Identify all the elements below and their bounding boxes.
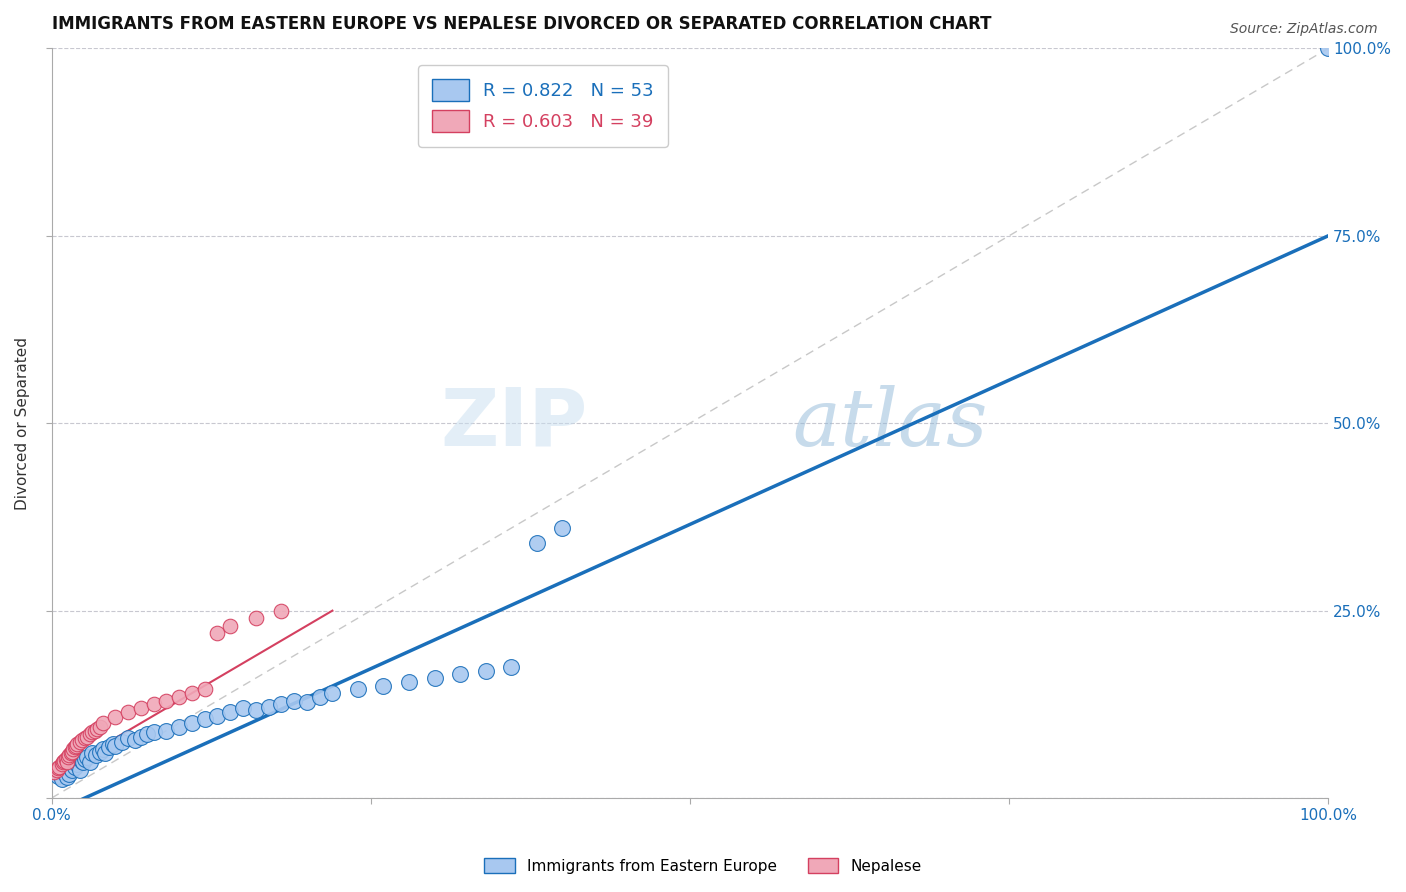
Text: ZIP: ZIP — [440, 384, 588, 462]
Point — [46, 761, 69, 775]
Point — [295, 695, 318, 709]
Point — [45, 763, 67, 777]
Point — [53, 764, 76, 779]
Point — [82, 725, 104, 739]
Point — [501, 660, 523, 674]
Point — [60, 763, 83, 777]
Point — [321, 686, 343, 700]
Point — [551, 521, 574, 535]
Point — [89, 720, 111, 734]
Point — [474, 664, 496, 678]
Point — [219, 618, 242, 632]
Point — [94, 746, 117, 760]
Point — [91, 716, 114, 731]
Point — [207, 626, 229, 640]
Text: Source: ZipAtlas.com: Source: ZipAtlas.com — [1230, 22, 1378, 37]
Point — [155, 693, 177, 707]
Point — [84, 747, 107, 762]
Point — [84, 723, 107, 738]
Point — [82, 746, 104, 760]
Point — [283, 693, 305, 707]
Point — [58, 767, 80, 781]
Point — [52, 755, 75, 769]
Point — [124, 732, 146, 747]
Point — [136, 727, 159, 741]
Point — [142, 725, 165, 739]
Point — [60, 745, 83, 759]
Point — [63, 740, 86, 755]
Legend: Immigrants from Eastern Europe, Nepalese: Immigrants from Eastern Europe, Nepalese — [478, 852, 928, 880]
Point — [347, 682, 370, 697]
Point — [194, 712, 217, 726]
Point — [89, 745, 111, 759]
Point — [398, 674, 420, 689]
Point — [79, 727, 101, 741]
Point — [245, 703, 267, 717]
Point — [42, 764, 65, 779]
Point — [65, 739, 87, 753]
Point — [72, 755, 94, 769]
Point — [51, 757, 73, 772]
Point — [66, 737, 89, 751]
Text: IMMIGRANTS FROM EASTERN EUROPE VS NEPALESE DIVORCED OR SEPARATED CORRELATION CHA: IMMIGRANTS FROM EASTERN EUROPE VS NEPALE… — [52, 15, 991, 33]
Point — [98, 740, 121, 755]
Point — [70, 732, 93, 747]
Point — [270, 698, 292, 712]
Point — [46, 768, 69, 782]
Point — [129, 701, 152, 715]
Point — [48, 759, 70, 773]
Point — [181, 716, 204, 731]
Point — [53, 754, 76, 768]
Point — [423, 671, 446, 685]
Point — [308, 690, 330, 704]
Point — [73, 752, 96, 766]
Point — [207, 708, 229, 723]
Point — [70, 754, 93, 768]
Point — [245, 611, 267, 625]
Point — [257, 699, 280, 714]
Point — [219, 705, 242, 719]
Point — [59, 761, 82, 775]
Point — [449, 667, 471, 681]
Point — [86, 722, 108, 736]
Point — [91, 742, 114, 756]
Point — [181, 686, 204, 700]
Point — [66, 757, 89, 772]
Point — [104, 710, 127, 724]
Point — [194, 682, 217, 697]
Point — [69, 735, 91, 749]
Point — [117, 731, 139, 745]
Legend: R = 0.822   N = 53, R = 0.603   N = 39: R = 0.822 N = 53, R = 0.603 N = 39 — [418, 65, 668, 147]
Point — [76, 730, 98, 744]
Point — [73, 731, 96, 745]
Point — [373, 679, 395, 693]
Point — [117, 705, 139, 719]
Point — [167, 720, 190, 734]
Point — [101, 737, 124, 751]
Point — [129, 730, 152, 744]
Point — [526, 536, 548, 550]
Point — [62, 742, 84, 756]
Point — [79, 755, 101, 769]
Point — [58, 747, 80, 762]
Y-axis label: Divorced or Separated: Divorced or Separated — [15, 337, 30, 509]
Point — [56, 770, 79, 784]
Point — [104, 739, 127, 753]
Point — [55, 752, 77, 766]
Point — [270, 604, 292, 618]
Point — [155, 723, 177, 738]
Point — [63, 759, 86, 773]
Point — [69, 763, 91, 777]
Point — [56, 749, 79, 764]
Point — [51, 772, 73, 787]
Point — [142, 698, 165, 712]
Point — [232, 701, 254, 715]
Point — [167, 690, 190, 704]
Point — [59, 746, 82, 760]
Point — [56, 755, 79, 769]
Point — [1317, 41, 1340, 55]
Point — [111, 735, 134, 749]
Point — [76, 749, 98, 764]
Text: atlas: atlas — [792, 384, 987, 462]
